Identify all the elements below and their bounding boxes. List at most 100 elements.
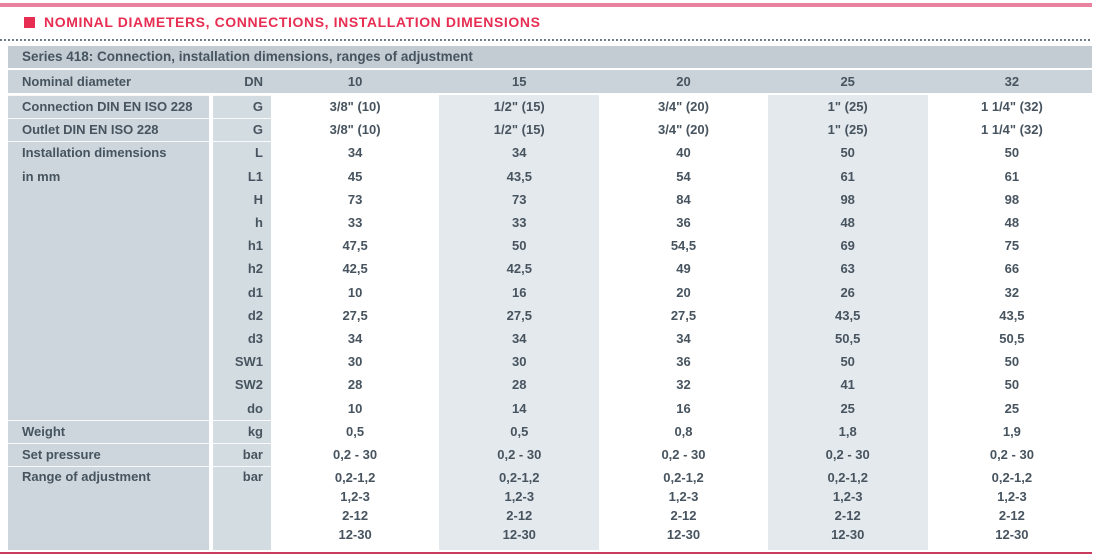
table-cell: 28 (439, 373, 600, 397)
row-label (8, 373, 209, 397)
dimensions-table: Series 418: Connection, installation dim… (8, 46, 1092, 550)
row-label (8, 350, 209, 374)
row-label (8, 257, 209, 281)
table-cell: 49 (603, 257, 764, 281)
cell-line: 1,2-3 (668, 489, 699, 504)
table-cell: 0,2 - 30 (275, 442, 436, 466)
table-cell: 0,5 (275, 419, 436, 443)
cell-line: 1,2-3 (997, 489, 1027, 504)
row-unit-code: H (213, 187, 271, 211)
table-row: d3 34 34 34 50,5 50,5 (8, 326, 1092, 351)
table-cell: 0,8 (603, 419, 764, 443)
row-unit-code: DN (244, 74, 263, 89)
table-cell: 0,5 (439, 419, 600, 443)
row-unit-code: L1 (213, 164, 271, 188)
table-cell: 3/8" (10) (275, 118, 436, 142)
row-label (8, 210, 209, 235)
table-cell: 25 (767, 396, 928, 420)
table-title-bar: Series 418: Connection, installation dim… (8, 46, 1092, 68)
column-header: 20 (676, 74, 691, 89)
cell-line: 1,2-3 (504, 489, 535, 504)
table-cell: 25 (931, 396, 1092, 420)
table-cell: 34 (603, 326, 764, 351)
table-cell: 0,2-1,2 1,2-3 2-12 12-30 (275, 466, 436, 550)
row-unit-code: h (213, 210, 271, 235)
table-cell: 3/4" (20) (603, 118, 764, 142)
cell-line: 1,2-3 (340, 489, 370, 504)
row-label (8, 280, 209, 304)
cell-line: 0,2-1,2 (827, 470, 868, 485)
table-cell: 41 (767, 373, 928, 397)
table-cell: 73 (275, 187, 436, 211)
table-row: h1 47,5 50 54,5 69 75 (8, 234, 1092, 258)
table-row: H 73 73 84 98 98 (8, 187, 1092, 211)
table-cell: 40 (603, 141, 764, 165)
dotted-divider (0, 39, 1092, 41)
table-cell: 50,5 (767, 326, 928, 351)
column-header: 25 (840, 74, 855, 89)
row-label: Nominal diameter (22, 74, 132, 89)
row-unit-code: do (213, 396, 271, 420)
table-cell: 1/2" (15) (439, 118, 600, 142)
table-cell: 43,5 (439, 164, 600, 188)
table-cell: 61 (767, 164, 928, 188)
cell-line: 1,2-3 (832, 489, 863, 504)
table-row: Connection DIN EN ISO 228 G 3/8" (10) 1/2" … (8, 95, 1092, 119)
table-cell: 61 (931, 164, 1092, 188)
section-header: NOMINAL DIAMETERS, CONNECTIONS, INSTALLA… (24, 13, 541, 31)
table-cell: 27,5 (275, 303, 436, 327)
table-cell: 48 (767, 210, 928, 235)
row-unit-code: bar (213, 442, 271, 466)
table-cell: 34 (275, 326, 436, 351)
row-label: in mm (8, 164, 209, 188)
row-unit-code: d3 (213, 326, 271, 351)
row-label: Weight (8, 419, 209, 443)
table-cell: 36 (603, 350, 764, 374)
row-unit-code: d2 (213, 303, 271, 327)
table-cell: 16 (603, 396, 764, 420)
table-cell: 32 (931, 280, 1092, 304)
row-label: Connection DIN EN ISO 228 (8, 95, 209, 119)
cell-line: 2-12 (342, 508, 369, 523)
row-unit-code: G (213, 95, 271, 119)
cell-line: 12-30 (338, 527, 372, 542)
table-cell: 28 (275, 373, 436, 397)
table-cell: 50 (931, 373, 1092, 397)
cell-line: 0,2-1,2 (499, 470, 540, 485)
table-cell: 50 (931, 350, 1092, 374)
table-row: d2 27,5 27,5 27,5 43,5 43,5 (8, 303, 1092, 327)
table-cell: 1" (25) (767, 95, 928, 119)
cell-line: 12-30 (666, 527, 701, 542)
cell-line: 12-30 (502, 527, 536, 542)
table-row: h 33 33 36 48 48 (8, 210, 1092, 235)
table-cell: 20 (603, 280, 764, 304)
table-cell: 75 (931, 234, 1092, 258)
cell-line: 0,2-1,2 (334, 470, 376, 485)
table-row: Outlet DIN EN ISO 228 G 3/8" (10) 1/2" (15)… (8, 118, 1092, 142)
table-cell: 26 (767, 280, 928, 304)
table-cell: 50 (767, 350, 928, 374)
table-cell: 98 (931, 187, 1092, 211)
table-cell: 98 (767, 187, 928, 211)
table-row: in mm L1 45 43,5 54 61 61 (8, 164, 1092, 188)
row-label (8, 396, 209, 420)
table-cell: 10 (275, 396, 436, 420)
cell-line: 2-12 (670, 508, 697, 523)
cell-line: 12-30 (995, 527, 1029, 542)
table-cell: 16 (439, 280, 600, 304)
table-cell: 1 1/4" (32) (931, 95, 1092, 119)
table-cell: 66 (931, 257, 1092, 281)
table-row: do 10 14 16 25 25 (8, 396, 1092, 420)
table-cell: 36 (603, 210, 764, 235)
table-cell: 43,5 (931, 303, 1092, 327)
bullet-square-icon (24, 16, 35, 28)
table-cell: 27,5 (603, 303, 764, 327)
top-accent-line (0, 3, 1092, 7)
cell-line: 0,2-1,2 (991, 470, 1033, 485)
cell-line: 2-12 (998, 508, 1025, 523)
table-grid: Nominal diameter DN 10 15 20 25 32 Connection D… (8, 70, 1092, 550)
column-header: 10 (347, 74, 363, 89)
table-cell: 42,5 (275, 257, 436, 281)
row-label: Set pressure (8, 442, 209, 466)
table-cell: 50 (439, 234, 600, 258)
